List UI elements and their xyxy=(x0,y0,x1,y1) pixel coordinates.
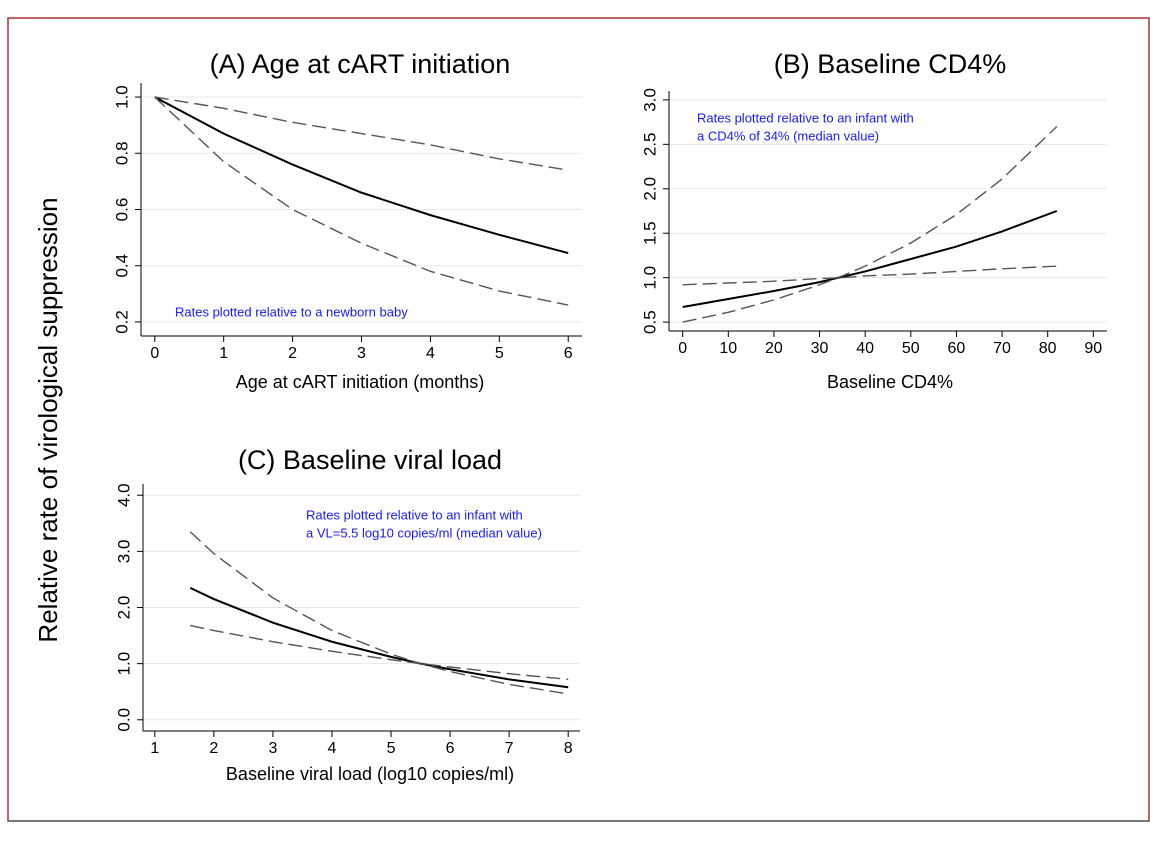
y-tick-label: 0.4 xyxy=(112,254,131,278)
chart-title: (B) Baseline CD4% xyxy=(774,49,1007,79)
series-line xyxy=(154,96,569,255)
x-tick-label: 1 xyxy=(150,740,159,757)
annotation: a VL=5.5 log10 copies/ml (median value) xyxy=(306,525,542,540)
x-tick-label: 5 xyxy=(387,740,396,757)
x-tick-label: 6 xyxy=(446,740,455,757)
x-tick-label: 4 xyxy=(328,740,337,757)
series-line xyxy=(154,96,569,171)
x-axis-label: Age at cART initiation (months) xyxy=(236,372,484,392)
series-line xyxy=(682,265,1057,286)
y-tick-label: 0.2 xyxy=(112,310,131,334)
chart-title: (C) Baseline viral load xyxy=(238,445,502,475)
annotation: Rates plotted relative to a newborn baby xyxy=(175,304,408,319)
x-tick-label: 10 xyxy=(719,340,737,357)
x-tick-label: 5 xyxy=(495,345,504,362)
y-tick-label: 1.5 xyxy=(640,221,659,245)
plot-area xyxy=(669,91,1107,331)
series-line xyxy=(189,586,569,689)
annotation: a CD4% of 34% (median value) xyxy=(697,128,879,143)
y-axis-label: Relative rate of virological suppression xyxy=(33,197,63,642)
x-axis-label: Baseline CD4% xyxy=(827,372,953,392)
x-tick-label: 30 xyxy=(811,340,829,357)
x-tick-label: 1 xyxy=(219,345,228,362)
annotation: Rates plotted relative to an infant with xyxy=(697,110,914,125)
x-tick-label: 20 xyxy=(765,340,783,357)
x-tick-label: 50 xyxy=(902,340,920,357)
x-tick-label: 2 xyxy=(209,740,218,757)
series-line xyxy=(682,126,1058,323)
series-line xyxy=(682,210,1058,308)
x-tick-label: 0 xyxy=(678,340,687,357)
y-tick-label: 4.0 xyxy=(114,483,133,507)
y-tick-label: 2.5 xyxy=(640,133,659,157)
y-tick-label: 1.0 xyxy=(112,85,131,109)
x-axis-label: Baseline viral load (log10 copies/ml) xyxy=(226,764,514,784)
y-tick-label: 3.0 xyxy=(640,88,659,112)
x-tick-label: 4 xyxy=(426,345,435,362)
x-tick-label: 3 xyxy=(268,740,277,757)
x-tick-label: 60 xyxy=(948,340,966,357)
y-tick-label: 2.0 xyxy=(114,596,133,620)
annotation: Rates plotted relative to an infant with xyxy=(306,507,523,522)
x-tick-label: 90 xyxy=(1084,340,1102,357)
y-tick-label: 0.0 xyxy=(114,708,133,732)
x-tick-label: 70 xyxy=(993,340,1011,357)
x-tick-label: 3 xyxy=(357,345,366,362)
series-line xyxy=(154,96,569,306)
x-tick-label: 40 xyxy=(856,340,874,357)
x-tick-label: 7 xyxy=(505,740,514,757)
x-tick-label: 6 xyxy=(564,345,573,362)
x-tick-label: 2 xyxy=(288,345,297,362)
y-tick-label: 1.0 xyxy=(640,266,659,290)
y-tick-label: 3.0 xyxy=(114,540,133,564)
x-tick-label: 0 xyxy=(150,345,159,362)
x-tick-label: 80 xyxy=(1039,340,1057,357)
y-tick-label: 0.6 xyxy=(112,198,131,222)
y-tick-label: 1.0 xyxy=(114,652,133,676)
chart-title: (A) Age at cART initiation xyxy=(210,49,511,79)
y-tick-label: 0.5 xyxy=(640,310,659,334)
series-line xyxy=(190,624,569,681)
y-tick-label: 0.8 xyxy=(112,141,131,165)
y-tick-label: 2.0 xyxy=(640,177,659,201)
x-tick-label: 8 xyxy=(564,740,573,757)
